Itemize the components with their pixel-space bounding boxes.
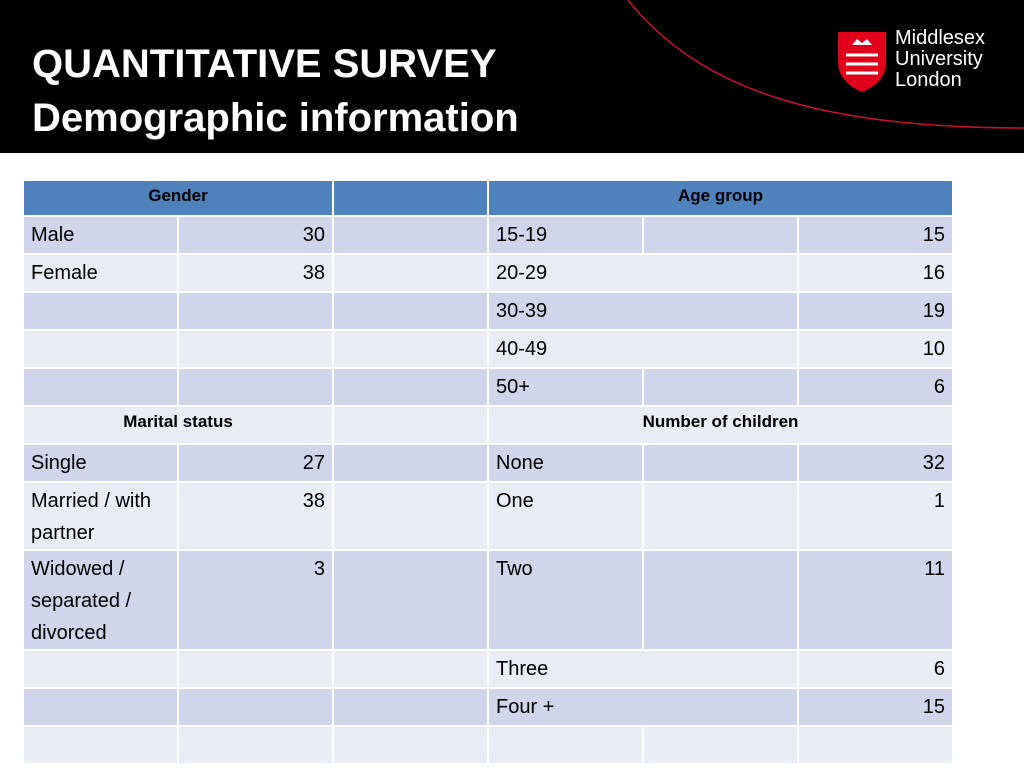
cell: Male: [22, 215, 179, 255]
cell: One: [487, 481, 644, 551]
section-header: Age group: [486, 179, 955, 217]
logo-text: Middlesex University London: [895, 28, 985, 91]
cell: 30-39: [487, 291, 799, 331]
cell: 20-29: [487, 253, 799, 293]
cell: 6: [796, 649, 955, 689]
cell: 15-19: [487, 215, 644, 255]
cell: 1: [796, 481, 955, 551]
red-curve: [627, 0, 1024, 129]
cell: Widowed / separated / divorced: [22, 549, 179, 651]
logo-marks: [846, 53, 878, 75]
cell: Two: [487, 549, 644, 651]
cell: 32: [796, 443, 955, 483]
logo-shield: [838, 32, 886, 92]
logo-crown: [852, 39, 872, 45]
cell: 38: [177, 253, 334, 293]
logo-line: University: [895, 48, 983, 70]
cell: Female: [22, 253, 179, 293]
cell: 3: [177, 549, 334, 651]
logo-line: London: [895, 69, 962, 91]
cell: Four +: [487, 687, 799, 727]
title: QUANTITATIVE SURVEY: [32, 42, 497, 86]
section-header: Number of children: [486, 405, 955, 445]
header-bar: QUANTITATIVE SURVEY Demographic informat…: [0, 0, 1024, 153]
cell: Single: [22, 443, 179, 483]
cell: 15: [796, 215, 955, 255]
cell: 15: [796, 687, 955, 727]
logo-line: Middlesex: [895, 27, 986, 49]
cell: 40-49: [487, 329, 799, 369]
cell: 30: [177, 215, 334, 255]
cell: Three: [487, 649, 799, 689]
cell: 27: [177, 443, 334, 483]
decoration: [627, 0, 1024, 129]
cell: 50+: [487, 367, 644, 407]
subtitle: Demographic information: [32, 96, 519, 140]
cell: 11: [796, 549, 955, 651]
cell: 16: [796, 253, 955, 293]
cell: None: [487, 443, 644, 483]
section-header: Marital status: [22, 405, 334, 445]
cell: 19: [796, 291, 955, 331]
data-table: Gender Age group Male 30 15-19 15 Female 38 20…: [22, 179, 955, 765]
section-header: Gender: [22, 179, 334, 217]
cell: Married / with partner: [22, 481, 179, 551]
cell: 38: [177, 481, 334, 551]
cell: 6: [796, 367, 955, 407]
cell: 10: [796, 329, 955, 369]
